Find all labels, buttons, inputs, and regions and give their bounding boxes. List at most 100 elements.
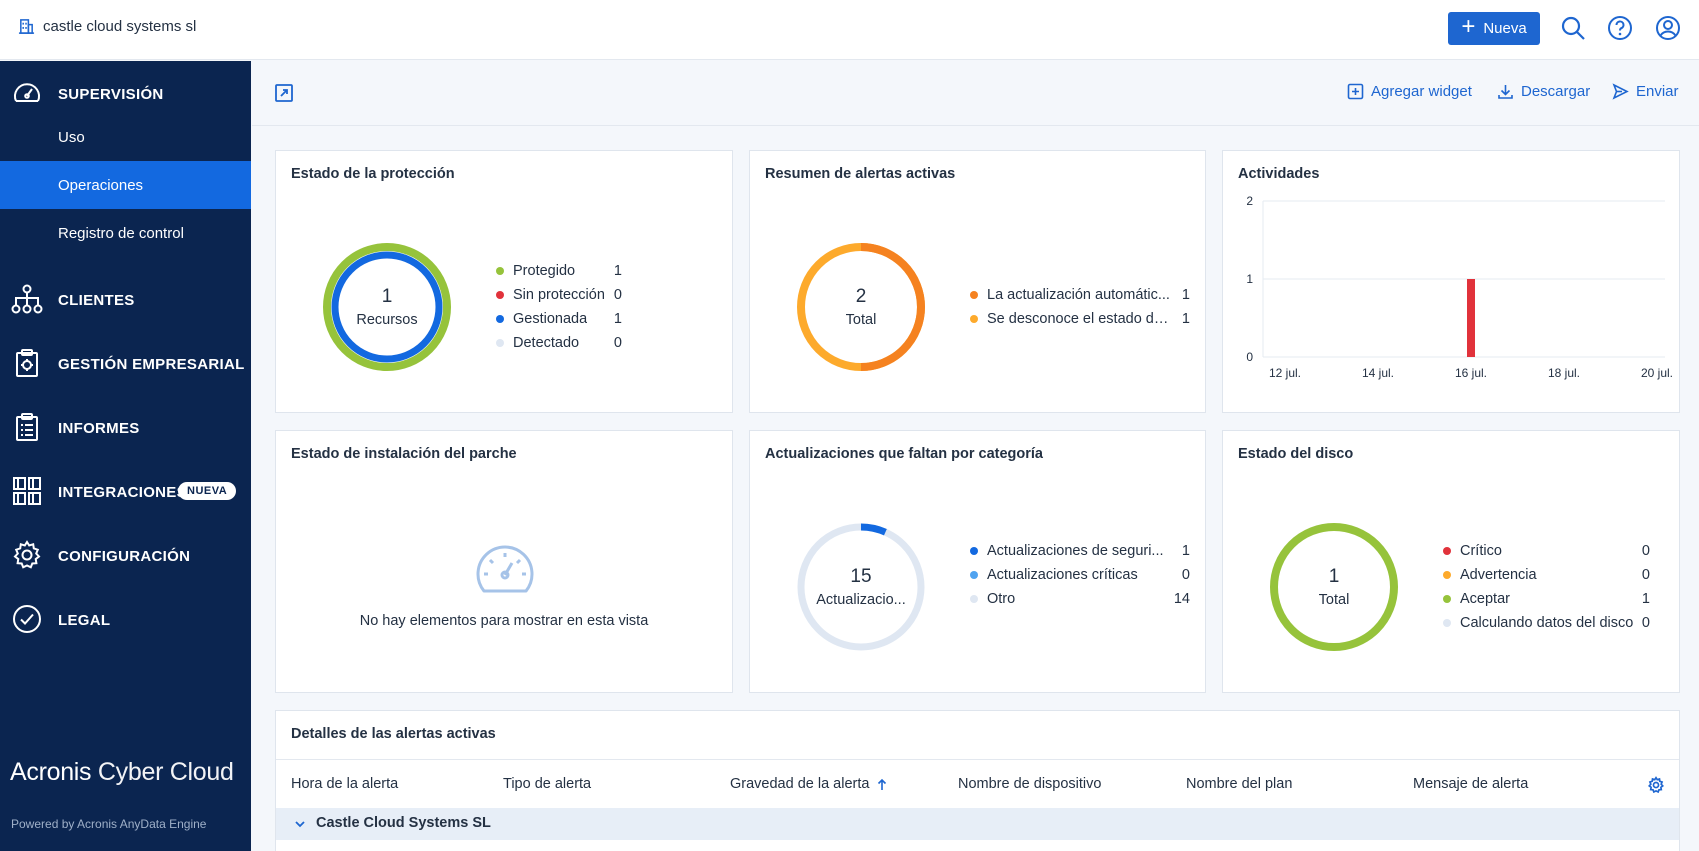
download-icon [1498,85,1513,99]
legend-value: 1 [613,311,622,327]
clipboard-icon [16,349,38,377]
sidebar-item-label: Operaciones [58,176,144,194]
legend-label: Crítico [1460,543,1502,559]
legend-label: Protegido [513,263,576,279]
legend-label: Gestionada [513,311,588,327]
column-header-time[interactable]: Hora de la alerta [291,776,398,792]
column-header-label: Mensaje de alerta [1413,776,1529,792]
missing-updates-widget: Actualizaciones que faltan por categoría… [749,430,1206,693]
plus-icon: + [1461,13,1476,40]
donut-center: 2 Total [796,242,926,372]
nav-integraciones[interactable]: INTEGRACIONES NUEVA [0,470,251,514]
y-tick-label: 0 [1246,350,1253,364]
legend-value: 0 [613,335,622,351]
disk-donut: 1 Total [1269,522,1399,652]
widget-title: Estado de la protección [291,166,455,182]
column-header-device[interactable]: Nombre de dispositivo [958,776,1101,792]
widget-title: Actualizaciones que faltan por categoría [765,446,1043,462]
legend-value: 0 [1641,567,1650,583]
search-icon[interactable] [1560,15,1586,41]
new-button-label: Nueva [1483,20,1527,37]
nav-informes[interactable]: INFORMES [0,406,251,450]
x-tick-label: 16 jul. [1455,366,1487,380]
legend-dot [496,291,504,299]
nav-supervision-label: SUPERVISIÓN [58,85,164,103]
user-profile-icon[interactable] [1655,15,1681,41]
legend-item: Sin protección 0 [496,283,622,307]
add-widget-label: Agregar widget [1371,83,1472,100]
donut-arc-security [860,523,887,536]
column-header-label: Gravedad de la alerta [730,776,870,792]
y-tick-label: 1 [1246,272,1253,286]
column-settings-gear-icon[interactable] [1647,776,1665,794]
donut-center: 1 Recursos [322,242,452,372]
nav-supervision[interactable]: SUPERVISIÓN [0,72,251,116]
sort-ascending-icon [878,778,887,790]
powered-by: Powered by Acronis AnyData Engine [11,817,207,831]
donut-center: 1 Total [1269,522,1399,652]
legend-item: Se desconoce el estado de ... 1 [970,307,1190,331]
protection-donut: 1 Recursos [322,242,452,372]
tenant-selector[interactable]: castle cloud systems sl [18,18,196,35]
legend-label: Actualizaciones de seguri... [987,543,1164,559]
expand-icon[interactable] [274,83,294,103]
download-button[interactable]: Descargar [1497,83,1590,100]
table-header: Hora de la alerta Tipo de alerta Graveda… [276,759,1679,808]
sidebar-item-label: Uso [58,128,85,146]
activity-bar[interactable] [1467,279,1475,357]
legend-item: Otro 14 [970,587,1190,611]
column-header-type[interactable]: Tipo de alerta [503,776,591,792]
legend-dot [496,267,504,275]
alerts-donut: 2 Total [796,242,926,372]
legend-dot [496,339,504,347]
widget-title: Estado del disco [1238,446,1354,462]
grid-icon [13,477,41,505]
tenant-name: castle cloud systems sl [43,18,197,35]
download-label: Descargar [1521,83,1591,100]
column-header-plan[interactable]: Nombre del plan [1186,776,1292,792]
table-group-row[interactable]: Castle Cloud Systems SL [276,808,1679,840]
donut-value: 2 [855,286,867,307]
legend-label: Calculando datos del disco [1460,615,1634,631]
legend-dot [1443,571,1451,579]
nav-gestion-empresarial[interactable]: GESTIÓN EMPRESARIAL [0,342,251,386]
legend-item: Actualizaciones críticas 0 [970,563,1190,587]
building-icon [18,19,35,34]
report-icon [16,413,38,441]
protection-status-widget: Estado de la protección 1 Recursos Prote… [275,150,733,413]
sidebar-item-registro[interactable]: Registro de control [0,209,251,257]
legend-value: 1 [1641,591,1650,607]
legend-dot [970,315,978,323]
legend-value: 0 [1641,615,1650,631]
group-name: Castle Cloud Systems SL [316,815,491,831]
nav-legal[interactable]: LEGAL [0,598,251,642]
donut-chart [323,243,451,371]
column-header-label: Hora de la alerta [291,776,399,792]
column-header-severity[interactable]: Gravedad de la alerta [730,776,887,792]
new-button[interactable]: + Nueva [1448,12,1540,45]
legend-label: Otro [987,591,1016,607]
legend-value: 0 [1181,567,1190,583]
donut-value: 1 [1328,566,1340,587]
sidebar-item-operaciones[interactable]: Operaciones [0,161,251,209]
legend-dot [970,547,978,555]
legend-item: La actualización automátic... 1 [970,283,1190,307]
updates-legend: Actualizaciones de seguri... 1 Actualizac… [970,539,1190,611]
nav-configuracion[interactable]: CONFIGURACIÓN [0,534,251,578]
sidebar-item-label: Registro de control [58,224,184,242]
legend-dot [496,315,504,323]
x-tick-label: 18 jul. [1548,366,1580,380]
legend-value: 1 [1181,543,1190,559]
donut-value: 15 [850,566,872,587]
nav-clientes-label: CLIENTES [58,291,135,309]
x-tick-label: 12 jul. [1269,366,1301,380]
top-bar: castle cloud systems sl + Nueva [0,0,1699,60]
legend-label: Sin protección [513,287,605,303]
add-widget-button[interactable]: Agregar widget [1347,83,1472,100]
send-button[interactable]: Enviar [1612,83,1679,100]
sidebar-item-uso[interactable]: Uso [0,113,251,161]
help-icon[interactable] [1607,15,1633,41]
donut-center: 15 Actualizacio... [796,522,926,652]
column-header-message[interactable]: Mensaje de alerta [1413,776,1528,792]
nav-clientes[interactable]: CLIENTES [0,278,251,322]
